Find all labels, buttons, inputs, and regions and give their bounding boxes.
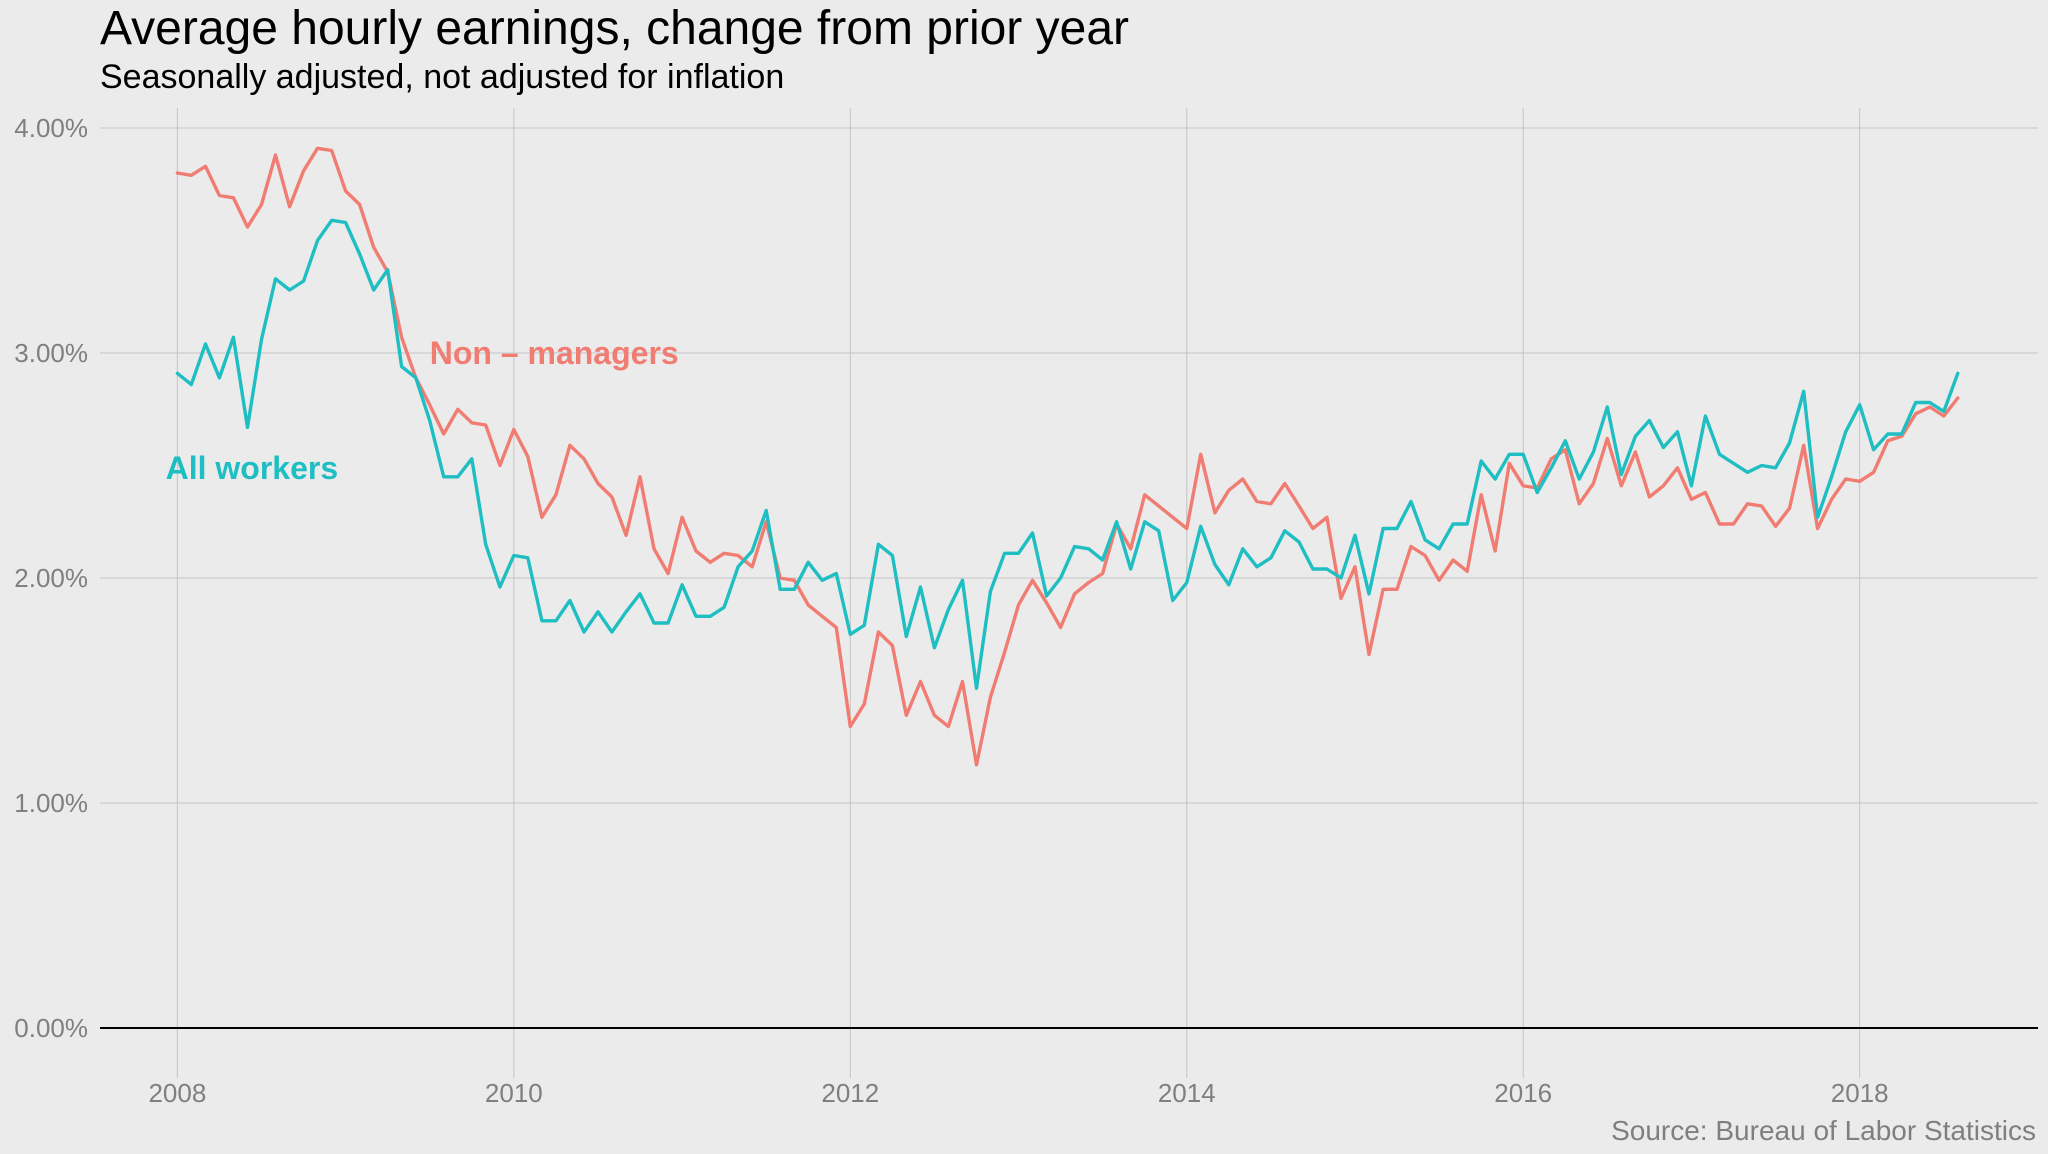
x-tick-label: 2016 bbox=[1494, 1078, 1552, 1108]
x-tick-label: 2018 bbox=[1831, 1078, 1889, 1108]
y-tick-label: 4.00% bbox=[14, 113, 88, 143]
x-tick-label: 2010 bbox=[485, 1078, 543, 1108]
series-label-non-managers: Non – managers bbox=[430, 335, 679, 371]
y-tick-label: 3.00% bbox=[14, 338, 88, 368]
x-tick-label: 2008 bbox=[148, 1078, 206, 1108]
series-line-all-workers bbox=[175, 218, 1960, 690]
series-label-all-workers: All workers bbox=[166, 450, 339, 486]
y-axis-tick-labels: 0.00% 1.00% 2.00% 3.00% 4.00% bbox=[14, 113, 88, 1043]
y-tick-label: 2.00% bbox=[14, 563, 88, 593]
series-labels: Non – managers All workers bbox=[166, 335, 679, 486]
series-line-non-managers bbox=[175, 146, 1960, 767]
x-axis-tick-labels: 2008 2010 2012 2014 2016 2018 bbox=[148, 1078, 1888, 1108]
chart-caption: Source: Bureau of Labor Statistics bbox=[1611, 1115, 2036, 1146]
gridlines bbox=[100, 108, 2038, 1078]
x-tick-label: 2012 bbox=[821, 1078, 879, 1108]
y-tick-label: 1.00% bbox=[14, 788, 88, 818]
x-tick-label: 2014 bbox=[1158, 1078, 1216, 1108]
series-lines bbox=[175, 146, 1960, 767]
y-tick-label: 0.00% bbox=[14, 1013, 88, 1043]
chart-subtitle: Seasonally adjusted, not adjusted for in… bbox=[100, 58, 784, 96]
chart-title: Average hourly earnings, change from pri… bbox=[100, 2, 1129, 55]
